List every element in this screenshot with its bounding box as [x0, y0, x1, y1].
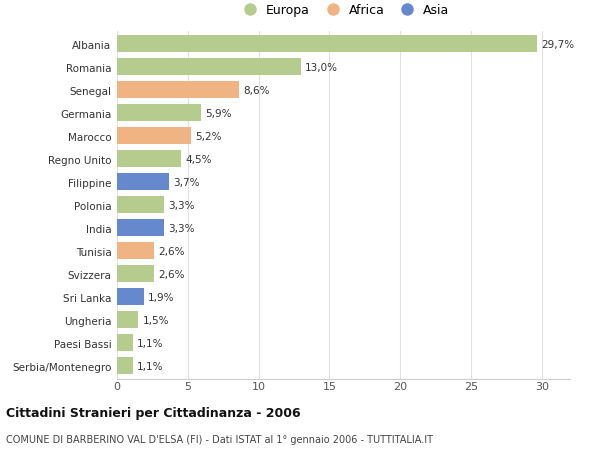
Bar	[117, 266, 154, 283]
Text: 2,6%: 2,6%	[158, 269, 185, 279]
Text: 3,3%: 3,3%	[168, 224, 194, 233]
Bar	[117, 312, 138, 329]
Text: 5,9%: 5,9%	[205, 109, 231, 118]
Text: Cittadini Stranieri per Cittadinanza - 2006: Cittadini Stranieri per Cittadinanza - 2…	[6, 406, 301, 419]
Text: 1,1%: 1,1%	[137, 361, 163, 371]
Text: 2,6%: 2,6%	[158, 246, 185, 256]
Legend: Europa, Africa, Asia: Europa, Africa, Asia	[232, 0, 455, 22]
Bar	[117, 335, 133, 352]
Text: 1,1%: 1,1%	[137, 338, 163, 348]
Bar	[117, 220, 164, 237]
Bar	[117, 174, 169, 191]
Text: 5,2%: 5,2%	[195, 132, 221, 141]
Bar	[117, 59, 301, 76]
Bar	[117, 36, 538, 53]
Text: 1,9%: 1,9%	[148, 292, 175, 302]
Text: 3,3%: 3,3%	[168, 201, 194, 210]
Bar	[117, 151, 181, 168]
Bar	[117, 105, 200, 122]
Bar	[117, 243, 154, 260]
Text: COMUNE DI BARBERINO VAL D'ELSA (FI) - Dati ISTAT al 1° gennaio 2006 - TUTTITALIA: COMUNE DI BARBERINO VAL D'ELSA (FI) - Da…	[6, 434, 433, 444]
Bar	[117, 128, 191, 145]
Bar	[117, 82, 239, 99]
Text: 1,5%: 1,5%	[142, 315, 169, 325]
Text: 29,7%: 29,7%	[542, 40, 575, 50]
Text: 4,5%: 4,5%	[185, 155, 211, 164]
Bar	[117, 197, 164, 214]
Bar	[117, 289, 144, 306]
Text: 8,6%: 8,6%	[243, 86, 269, 95]
Text: 3,7%: 3,7%	[173, 178, 200, 187]
Text: 13,0%: 13,0%	[305, 63, 338, 73]
Bar	[117, 358, 133, 375]
